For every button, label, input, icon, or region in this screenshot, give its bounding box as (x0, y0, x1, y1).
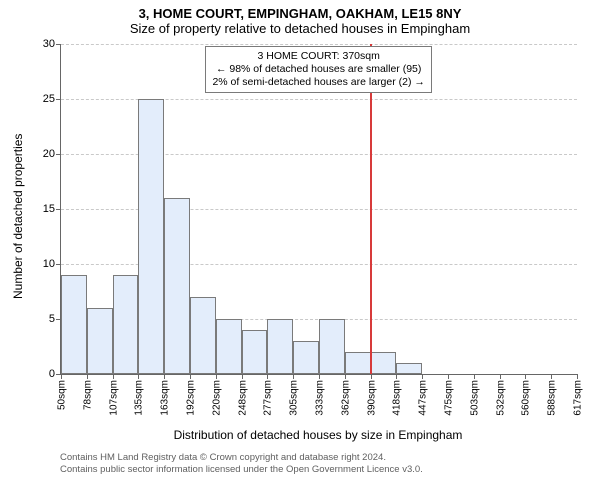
annotation-line: 2% of semi-detached houses are larger (2… (212, 76, 424, 89)
xtick-mark (242, 374, 243, 379)
chart-title-desc: Size of property relative to detached ho… (0, 21, 600, 40)
reference-line (370, 44, 372, 374)
xtick-label: 418sqm (390, 380, 403, 416)
xtick-mark (500, 374, 501, 379)
xtick-label: 192sqm (184, 380, 197, 416)
histogram-bar (113, 275, 139, 374)
xtick-label: 475sqm (442, 380, 455, 416)
histogram-bar (61, 275, 87, 374)
histogram-bar (164, 198, 190, 374)
chart-title-address: 3, HOME COURT, EMPINGHAM, OAKHAM, LE15 8… (0, 0, 600, 21)
histogram-bar (319, 319, 345, 374)
ytick-label: 10 (43, 258, 61, 270)
xtick-mark (138, 374, 139, 379)
xtick-mark (113, 374, 114, 379)
histogram-bar (87, 308, 113, 374)
xtick-label: 107sqm (106, 380, 119, 416)
annotation-line: ← 98% of detached houses are smaller (95… (212, 63, 424, 76)
ytick-label: 15 (43, 203, 61, 215)
histogram-bar (396, 363, 422, 374)
xtick-mark (448, 374, 449, 379)
plot-area: 05101520253050sqm78sqm107sqm135sqm163sqm… (60, 44, 577, 375)
xtick-mark (577, 374, 578, 379)
histogram-bar (293, 341, 319, 374)
xtick-label: 78sqm (80, 380, 93, 410)
xtick-label: 220sqm (209, 380, 222, 416)
ytick-label: 20 (43, 148, 61, 160)
y-axis-label: Number of detached properties (11, 134, 25, 299)
xtick-label: 277sqm (261, 380, 274, 416)
footer-line2: Contains public sector information licen… (60, 464, 423, 476)
annotation-line: 3 HOME COURT: 370sqm (212, 50, 424, 63)
footer-line1: Contains HM Land Registry data © Crown c… (60, 452, 423, 464)
histogram-bar (267, 319, 293, 374)
histogram-bar (190, 297, 216, 374)
gridline (61, 44, 577, 45)
xtick-label: 447sqm (416, 380, 429, 416)
xtick-mark (319, 374, 320, 379)
xtick-label: 362sqm (338, 380, 351, 416)
xtick-mark (345, 374, 346, 379)
xtick-label: 248sqm (235, 380, 248, 416)
xtick-mark (87, 374, 88, 379)
xtick-label: 50sqm (55, 380, 68, 410)
xtick-label: 617sqm (571, 380, 584, 416)
xtick-label: 333sqm (313, 380, 326, 416)
xtick-label: 588sqm (545, 380, 558, 416)
footer-attribution: Contains HM Land Registry data © Crown c… (60, 452, 423, 476)
xtick-mark (371, 374, 372, 379)
xtick-label: 532sqm (493, 380, 506, 416)
xtick-mark (396, 374, 397, 379)
ytick-label: 0 (49, 368, 61, 380)
xtick-label: 305sqm (287, 380, 300, 416)
histogram-bar (371, 352, 397, 374)
annotation-box: 3 HOME COURT: 370sqm← 98% of detached ho… (205, 46, 431, 93)
xtick-mark (551, 374, 552, 379)
histogram-bar (138, 99, 164, 374)
chart-container: 3, HOME COURT, EMPINGHAM, OAKHAM, LE15 8… (0, 0, 600, 500)
xtick-label: 390sqm (364, 380, 377, 416)
xtick-mark (525, 374, 526, 379)
ytick-label: 25 (43, 93, 61, 105)
xtick-mark (293, 374, 294, 379)
xtick-mark (164, 374, 165, 379)
ytick-label: 30 (43, 38, 61, 50)
histogram-bar (216, 319, 242, 374)
xtick-mark (267, 374, 268, 379)
xtick-mark (61, 374, 62, 379)
xtick-label: 560sqm (519, 380, 532, 416)
xtick-label: 503sqm (467, 380, 480, 416)
xtick-label: 135sqm (132, 380, 145, 416)
xtick-mark (422, 374, 423, 379)
xtick-label: 163sqm (158, 380, 171, 416)
xtick-mark (190, 374, 191, 379)
ytick-label: 5 (49, 313, 61, 325)
xtick-mark (474, 374, 475, 379)
x-axis-label: Distribution of detached houses by size … (60, 428, 576, 442)
histogram-bar (242, 330, 268, 374)
histogram-bar (345, 352, 371, 374)
xtick-mark (216, 374, 217, 379)
